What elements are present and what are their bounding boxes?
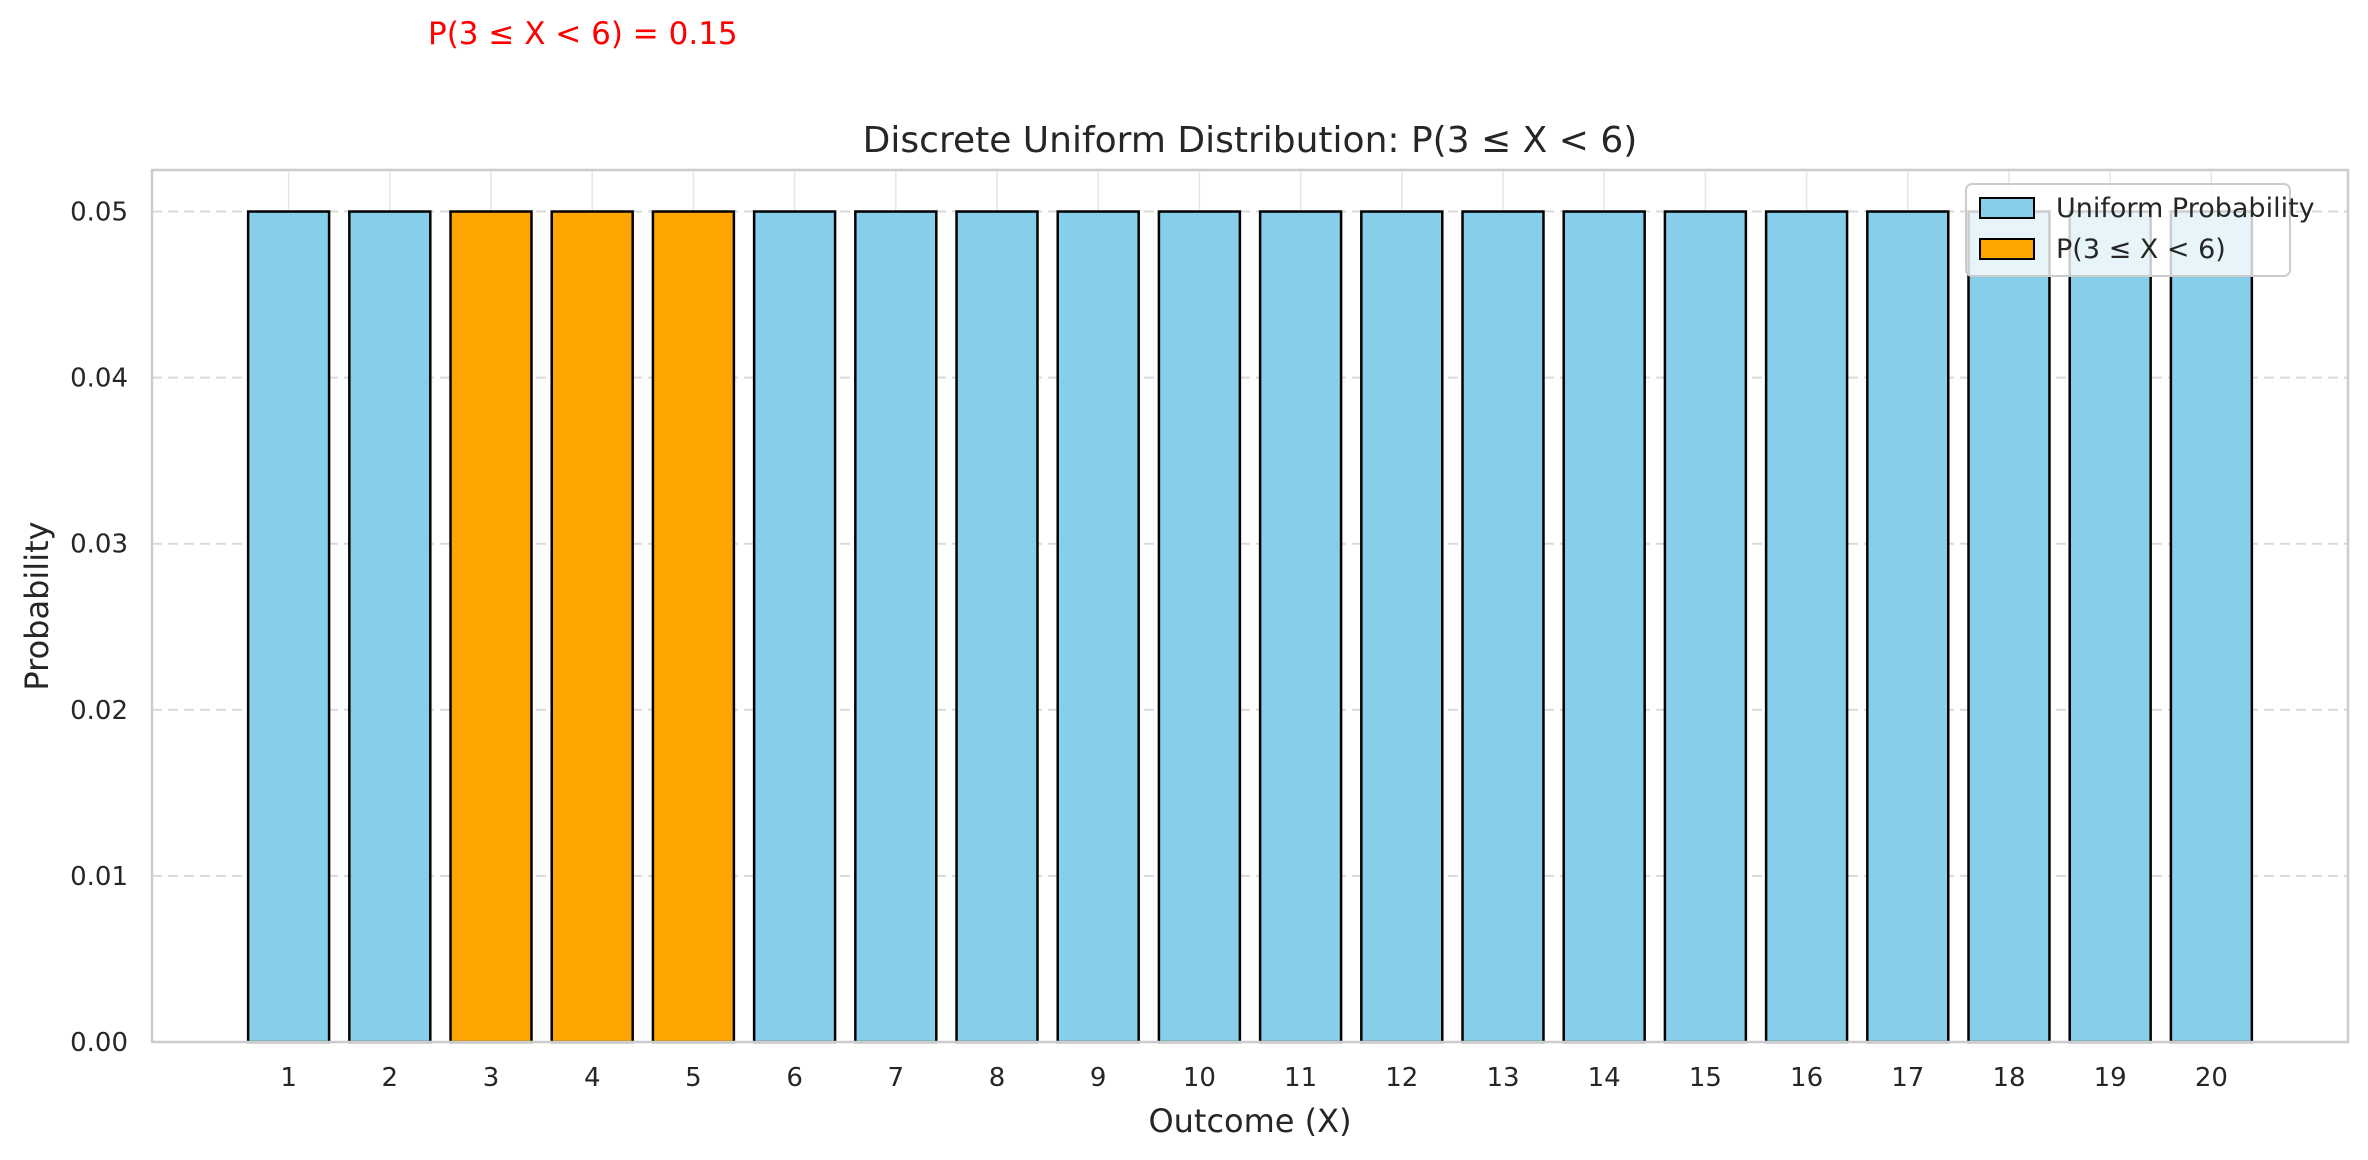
- bar-1: [246, 210, 331, 1044]
- x-tick-label: 4: [584, 1063, 601, 1093]
- y-tick-label: 0.05: [70, 198, 128, 228]
- x-tick-label: 20: [2195, 1063, 2228, 1093]
- bar-18: [1967, 210, 2051, 1044]
- chart-title: Discrete Uniform Distribution: P(3 ≤ X <…: [863, 120, 1638, 161]
- x-tick-label: 15: [1689, 1063, 1722, 1093]
- bar-20: [2169, 210, 2254, 1044]
- x-tick-label: 8: [989, 1063, 1006, 1093]
- bar-5: [651, 210, 736, 1044]
- x-tick-label: 13: [1486, 1063, 1519, 1093]
- bar-4: [550, 210, 634, 1044]
- legend: Uniform Probability P(3 ≤ X < 6): [1965, 183, 2315, 277]
- y-tick-label: 0.04: [70, 364, 128, 394]
- annotation-text: P(3 ≤ X < 6) = 0.15: [428, 16, 738, 52]
- y-tick-label: 0.00: [70, 1028, 128, 1058]
- bar-15: [1663, 210, 1748, 1044]
- y-tick-label: 0.01: [70, 862, 128, 892]
- y-ticks: 0.00 0.01 0.02 0.03 0.04 0.05: [70, 198, 128, 1058]
- y-tick-label: 0.03: [70, 530, 128, 560]
- x-tick-label: 12: [1385, 1063, 1418, 1093]
- x-tick-label: 10: [1183, 1063, 1216, 1093]
- x-tick-label: 16: [1790, 1063, 1823, 1093]
- bar-9: [1056, 210, 1140, 1044]
- plot-frame: [150, 168, 2350, 1044]
- bars: [246, 210, 2254, 1044]
- bar-17: [1866, 210, 1950, 1044]
- bar-11: [1258, 210, 1343, 1044]
- bar-10: [1157, 210, 1242, 1044]
- x-tick-label: 5: [685, 1063, 702, 1093]
- x-tick-label: 18: [1992, 1063, 2025, 1093]
- legend-box: [1965, 183, 2291, 277]
- x-tick-label: 7: [888, 1063, 905, 1093]
- x-tick-label: 2: [382, 1063, 399, 1093]
- x-ticks: 1 2 3 4 5 6 7 8 9 10 11 12 13 14 15 16 17 18 19 20: [280, 1063, 2228, 1093]
- y-tick-label: 0.02: [70, 696, 128, 726]
- x-tick-label: 6: [786, 1063, 803, 1093]
- x-tick-label: 1: [280, 1063, 297, 1093]
- legend-swatch-highlight: [1979, 238, 2035, 260]
- legend-label-highlight: P(3 ≤ X < 6): [2056, 234, 2226, 265]
- bar-8: [955, 210, 1039, 1044]
- x-tick-label: 3: [483, 1063, 500, 1093]
- x-tick-label: 11: [1284, 1063, 1317, 1093]
- bar-7: [854, 210, 938, 1044]
- x-tick-label: 9: [1090, 1063, 1107, 1093]
- x-axis-label: Outcome (X): [1148, 1102, 1351, 1140]
- x-tick-label: 17: [1891, 1063, 1924, 1093]
- bar-2: [348, 210, 432, 1044]
- legend-label-uniform: Uniform Probability: [2056, 193, 2315, 224]
- bar-12: [1360, 210, 1444, 1044]
- bar-16: [1764, 210, 1849, 1044]
- bar-6: [752, 210, 837, 1044]
- legend-swatch-uniform: [1979, 197, 2035, 219]
- bar-19: [2068, 210, 2152, 1044]
- bar-14: [1562, 210, 1646, 1044]
- x-tick-label: 19: [2094, 1063, 2127, 1093]
- y-axis-label: Probability: [18, 521, 56, 690]
- bar-3: [449, 210, 533, 1044]
- x-tick-label: 14: [1588, 1063, 1621, 1093]
- bar-13: [1461, 210, 1545, 1044]
